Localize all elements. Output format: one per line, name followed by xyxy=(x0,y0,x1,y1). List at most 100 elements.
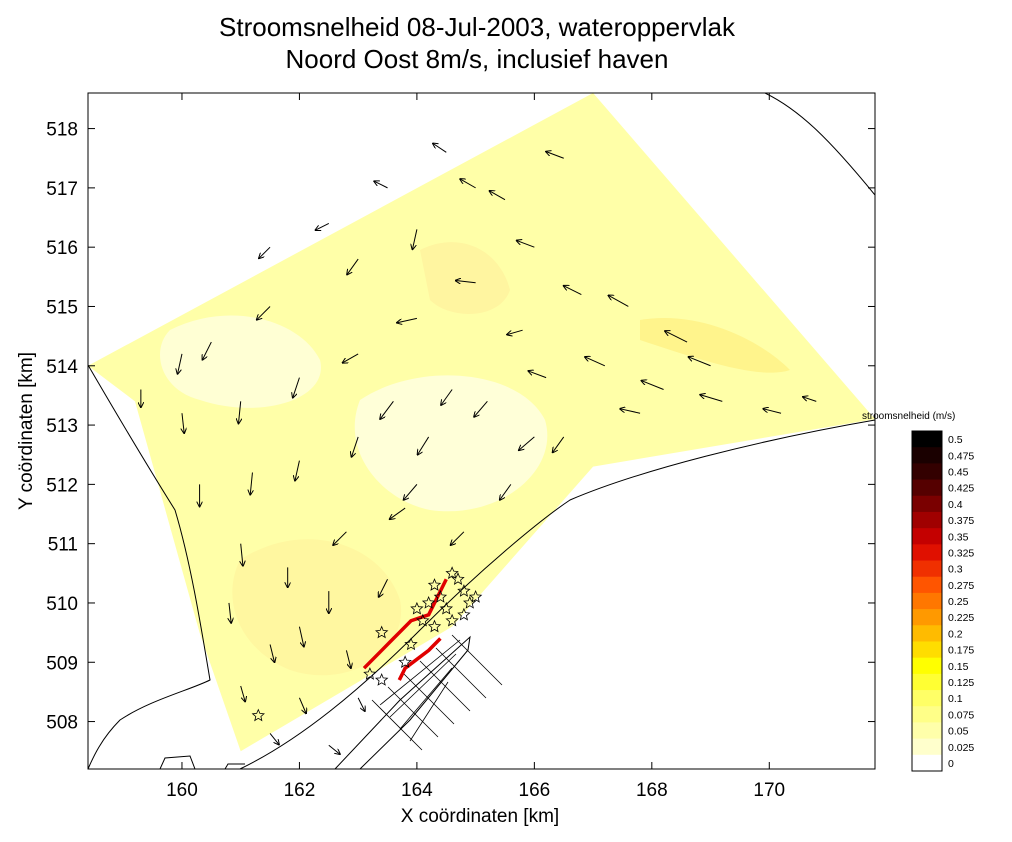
colorbar-label: 0.15 xyxy=(948,661,969,673)
station-marker xyxy=(375,673,389,686)
colorbar-label: 0.2 xyxy=(948,628,963,640)
axes-frame xyxy=(87,92,876,770)
velocity-arrow xyxy=(433,143,447,153)
velocity-arrow xyxy=(529,371,547,379)
colorbar-swatch xyxy=(912,431,942,448)
colorbar-label: 0.475 xyxy=(948,450,974,462)
velocity-arrow xyxy=(456,281,476,283)
stations xyxy=(251,566,483,722)
harbour-line xyxy=(435,647,487,699)
colorbar-label: 0.1 xyxy=(948,693,963,705)
station-marker xyxy=(251,708,265,722)
station-marker xyxy=(410,601,424,615)
velocity-arrow xyxy=(295,460,300,481)
colorbar-swatch xyxy=(912,463,942,481)
colorbar-swatch xyxy=(912,706,942,723)
station-marker xyxy=(451,572,465,585)
y-tick-label: 508 xyxy=(46,713,78,734)
red-tracks xyxy=(362,578,448,681)
red-track xyxy=(397,637,442,681)
velocity-arrow xyxy=(517,241,535,248)
colorbar-swatch xyxy=(912,657,942,675)
station-marker xyxy=(427,578,442,591)
coastline xyxy=(88,93,875,769)
velocity-arrow xyxy=(352,436,359,457)
velocity-arrow xyxy=(379,579,388,597)
velocity-arrow xyxy=(665,331,688,343)
x-tick-label: 164 xyxy=(401,780,433,801)
speed-patch xyxy=(354,375,548,512)
station-marker xyxy=(404,637,418,651)
velocity-arrow xyxy=(298,697,306,713)
coastline-segment xyxy=(224,763,245,769)
harbour-line xyxy=(409,681,449,742)
station-marker xyxy=(421,595,436,609)
colorbar-swatch xyxy=(912,722,942,740)
station-marker xyxy=(427,619,442,633)
x-axis: 160 162 164 166 168 170 xyxy=(166,93,785,801)
colorbar-label: 0.025 xyxy=(948,742,974,754)
colorbar-label: 0.425 xyxy=(948,483,974,495)
velocity-arrow xyxy=(490,191,506,201)
y-tick-label: 518 xyxy=(46,120,78,141)
velocity-arrow xyxy=(203,341,212,360)
harbour-grid xyxy=(334,634,503,769)
harbour-line xyxy=(451,634,503,686)
colorbar-swatch xyxy=(912,511,942,529)
velocity-arrow xyxy=(250,472,252,495)
velocity-arrow xyxy=(564,286,582,296)
y-tick-label: 512 xyxy=(46,475,78,496)
colorbar-label: 0.35 xyxy=(948,531,969,543)
colorbar-swatch xyxy=(912,625,942,642)
colorbar-label: 0.175 xyxy=(948,645,974,657)
y-tick-label: 510 xyxy=(46,594,78,615)
colorbar-swatch xyxy=(912,690,942,707)
colorbar-swatch xyxy=(912,479,942,497)
harbour-line xyxy=(403,673,455,725)
velocity-arrow xyxy=(347,258,359,274)
velocity-arrow xyxy=(374,181,388,189)
station-marker xyxy=(375,625,389,639)
velocity-arrow xyxy=(418,436,430,455)
y-tick-label: 515 xyxy=(46,297,78,318)
velocity-arrow xyxy=(460,179,476,189)
colorbar-swatch xyxy=(912,528,942,545)
velocity-arrow xyxy=(441,389,453,404)
colorbar-title: stroomsnelheid (m/s) xyxy=(862,411,955,422)
harbour-line xyxy=(387,686,439,738)
colorbar-label: 0.325 xyxy=(948,547,974,559)
chart-title-line-1: Stroomsnelheid 08-Jul-2003, wateroppervl… xyxy=(219,12,736,42)
colorbar-label: 0.275 xyxy=(948,580,974,592)
x-tick-label: 162 xyxy=(284,780,316,801)
velocity-arrow xyxy=(689,357,711,367)
colorbar-label: 0.075 xyxy=(948,709,974,721)
colorbar-swatch xyxy=(912,738,942,756)
velocity-arrow xyxy=(178,353,183,374)
station-marker xyxy=(468,589,483,603)
x-tick-label: 166 xyxy=(519,780,551,801)
velocity-arrow xyxy=(620,409,641,414)
colorbar-swatch xyxy=(912,754,942,772)
y-tick-label: 516 xyxy=(46,238,78,259)
velocity-arrow xyxy=(269,733,279,744)
velocity-arrow xyxy=(500,484,512,499)
y-axis-label: Y coördinaten [km] xyxy=(16,352,37,510)
x-tick-label: 160 xyxy=(166,780,198,801)
station-marker xyxy=(457,584,471,597)
colorbar-swatch xyxy=(912,592,942,610)
velocity-arrow xyxy=(240,685,245,701)
velocity-arrow xyxy=(182,413,184,433)
velocity-arrow xyxy=(546,152,564,159)
x-tick-label: 170 xyxy=(753,780,785,801)
colorbar-swatch xyxy=(912,576,942,594)
y-tick-label: 511 xyxy=(48,535,78,556)
coastline-segment xyxy=(159,755,196,769)
station-marker xyxy=(457,607,471,621)
velocity-arrow xyxy=(293,377,300,398)
velocity-arrow xyxy=(642,381,664,390)
velocity-arrow xyxy=(507,329,523,334)
station-marker xyxy=(445,613,459,627)
colorbar-label: 0.375 xyxy=(948,515,974,527)
velocity-arrow xyxy=(259,246,271,258)
